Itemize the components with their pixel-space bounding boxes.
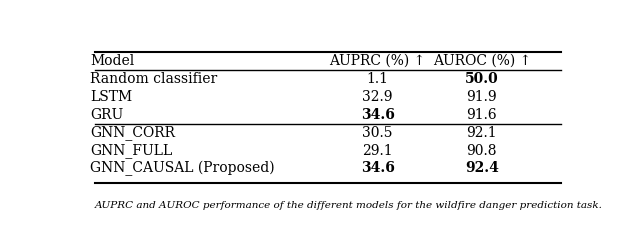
Text: 92.1: 92.1 xyxy=(467,126,497,140)
Text: LSTM: LSTM xyxy=(90,90,132,104)
Text: Model: Model xyxy=(90,54,134,68)
Text: 90.8: 90.8 xyxy=(467,143,497,157)
Text: 50.0: 50.0 xyxy=(465,72,499,86)
Text: 1.1: 1.1 xyxy=(367,72,388,86)
Text: AUPRC and AUROC performance of the different models for the wildfire danger pred: AUPRC and AUROC performance of the diffe… xyxy=(95,201,603,210)
Text: GRU: GRU xyxy=(90,108,123,122)
Text: AUPRC (%) ↑: AUPRC (%) ↑ xyxy=(330,54,426,68)
Text: 34.6: 34.6 xyxy=(361,108,394,122)
Text: 30.5: 30.5 xyxy=(362,126,393,140)
Text: GNN_FULL: GNN_FULL xyxy=(90,143,172,158)
Text: AUROC (%) ↑: AUROC (%) ↑ xyxy=(433,54,531,68)
Text: 91.6: 91.6 xyxy=(467,108,497,122)
Text: 32.9: 32.9 xyxy=(362,90,393,104)
Text: 92.4: 92.4 xyxy=(465,161,499,175)
Text: 29.1: 29.1 xyxy=(362,143,393,157)
Text: GNN_CORR: GNN_CORR xyxy=(90,125,175,140)
Text: Random classifier: Random classifier xyxy=(90,72,217,86)
Text: GNN_CAUSAL (Proposed): GNN_CAUSAL (Proposed) xyxy=(90,161,275,176)
Text: 34.6: 34.6 xyxy=(361,161,394,175)
Text: 91.9: 91.9 xyxy=(467,90,497,104)
